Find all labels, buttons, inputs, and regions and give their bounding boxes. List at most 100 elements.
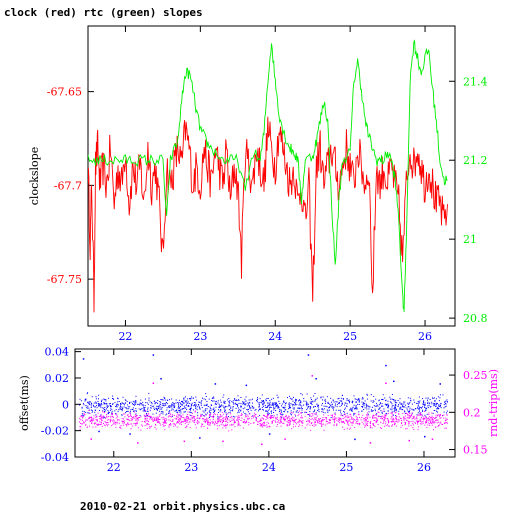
offset-point bbox=[92, 410, 94, 412]
offset-point bbox=[292, 400, 294, 402]
offset-point bbox=[322, 408, 324, 410]
rndtrip-point bbox=[394, 422, 396, 424]
offset-point bbox=[387, 404, 389, 406]
rndtrip-point bbox=[339, 422, 341, 424]
offset-point bbox=[314, 409, 316, 411]
offset-point bbox=[433, 403, 434, 405]
offset-point bbox=[378, 404, 380, 406]
rndtrip-point bbox=[195, 427, 197, 429]
rndtrip-point bbox=[390, 412, 392, 414]
rndtrip-point bbox=[203, 415, 205, 417]
offset-point bbox=[100, 406, 102, 408]
rndtrip-point bbox=[187, 411, 189, 413]
offset-point bbox=[177, 404, 179, 406]
offset-point bbox=[148, 397, 150, 399]
offset-point bbox=[370, 400, 372, 402]
rndtrip-point bbox=[319, 420, 321, 422]
offset-point bbox=[243, 401, 245, 403]
rndtrip-point bbox=[255, 414, 257, 415]
offset-point bbox=[240, 410, 242, 412]
rndtrip-point bbox=[406, 428, 408, 430]
rndtrip-point bbox=[376, 420, 378, 421]
offset-point bbox=[250, 399, 252, 401]
offset-point bbox=[318, 404, 319, 406]
rndtrip-point bbox=[299, 420, 301, 422]
rndtrip-point bbox=[102, 416, 104, 418]
rndtrip-point bbox=[261, 417, 263, 419]
offset-point bbox=[409, 410, 410, 412]
offset-point bbox=[194, 405, 196, 406]
offset-point bbox=[281, 413, 283, 415]
offset-point bbox=[262, 404, 264, 406]
offset-point bbox=[263, 405, 264, 407]
rndtrip-point bbox=[127, 414, 129, 416]
offset-point bbox=[422, 398, 424, 400]
offset-point bbox=[229, 404, 231, 406]
rndtrip-point bbox=[320, 420, 322, 422]
rndtrip-point bbox=[287, 422, 289, 424]
offset-point bbox=[416, 414, 418, 416]
offset-point bbox=[361, 406, 363, 407]
rndtrip-point bbox=[397, 421, 399, 423]
rndtrip-point bbox=[436, 422, 438, 424]
offset-point bbox=[237, 412, 239, 414]
rndtrip-point bbox=[220, 416, 222, 418]
rndtrip-point bbox=[253, 415, 255, 416]
offset-point bbox=[197, 404, 199, 405]
rndtrip-point bbox=[91, 420, 92, 422]
rndtrip-point bbox=[186, 417, 188, 419]
offset-point bbox=[190, 407, 192, 409]
rndtrip-point bbox=[200, 426, 202, 428]
offset-point bbox=[383, 408, 385, 410]
offset-point bbox=[143, 406, 144, 408]
offset-point bbox=[167, 399, 169, 401]
rndtrip-point bbox=[435, 416, 437, 418]
rndtrip-point bbox=[313, 423, 315, 425]
rndtrip-point bbox=[420, 423, 421, 425]
rndtrip-point bbox=[313, 417, 315, 419]
rndtrip-point bbox=[107, 423, 109, 425]
offset-point bbox=[131, 408, 133, 410]
offset-point bbox=[413, 399, 415, 401]
offset-point bbox=[324, 402, 326, 404]
rndtrip-point bbox=[298, 425, 300, 427]
rndtrip-point bbox=[93, 415, 95, 417]
rndtrip-point bbox=[138, 417, 140, 418]
offset-point bbox=[395, 405, 397, 407]
y-axis-label: offset(ms) bbox=[18, 375, 31, 431]
rndtrip-point bbox=[291, 418, 293, 420]
offset-point bbox=[381, 411, 383, 413]
offset-point bbox=[310, 397, 312, 399]
rndtrip-point bbox=[270, 415, 272, 416]
offset-point bbox=[295, 398, 296, 400]
offset-point bbox=[212, 400, 214, 402]
rndtrip-point bbox=[163, 418, 165, 420]
rndtrip-point bbox=[96, 419, 98, 421]
rndtrip-point bbox=[267, 417, 269, 419]
offset-point bbox=[372, 410, 373, 412]
rndtrip-point bbox=[423, 418, 425, 419]
offset-point bbox=[338, 397, 340, 399]
y2-tick-label: 0.2 bbox=[463, 406, 481, 419]
rndtrip-point bbox=[264, 421, 265, 423]
offset-point bbox=[146, 410, 148, 412]
offset-point bbox=[317, 405, 319, 407]
rndtrip-point bbox=[434, 421, 436, 423]
rndtrip-point bbox=[110, 418, 112, 420]
rndtrip-point bbox=[409, 412, 411, 414]
offset-point bbox=[219, 399, 221, 401]
offset-point bbox=[118, 409, 120, 411]
rndtrip-point bbox=[361, 421, 363, 423]
offset-point bbox=[164, 399, 166, 401]
rndtrip-point bbox=[354, 419, 356, 421]
offset-point bbox=[218, 406, 220, 408]
rndtrip-point bbox=[172, 419, 174, 421]
rndtrip-point bbox=[392, 419, 394, 421]
plot-frame bbox=[74, 348, 456, 458]
offset-point bbox=[238, 411, 240, 413]
rndtrip-point bbox=[259, 425, 261, 427]
rndtrip-point bbox=[265, 419, 267, 421]
rndtrip-point bbox=[237, 420, 239, 422]
offset-point bbox=[152, 354, 155, 356]
offset-point bbox=[110, 406, 111, 407]
